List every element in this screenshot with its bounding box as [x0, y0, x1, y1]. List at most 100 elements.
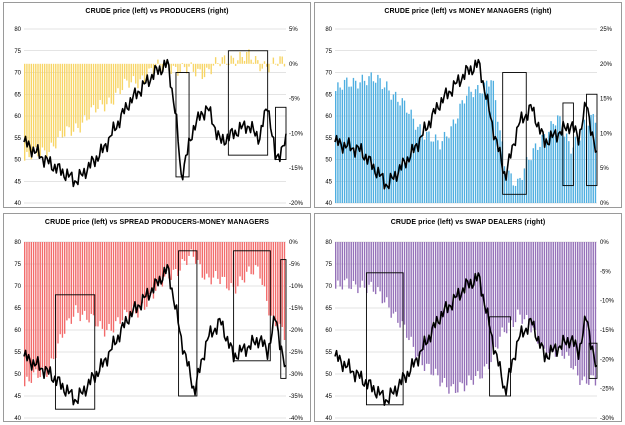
bar [88, 242, 90, 323]
bar [541, 134, 543, 203]
bar [50, 63, 53, 143]
bar [243, 60, 246, 64]
bar [146, 242, 148, 307]
bar [239, 51, 241, 64]
bar [143, 63, 146, 83]
bar [590, 242, 592, 376]
bar [61, 63, 64, 138]
bar [259, 242, 261, 279]
bar [81, 63, 84, 123]
right-tick-label: 0% [600, 201, 609, 207]
bar [221, 242, 223, 277]
bar [117, 242, 119, 318]
bar [468, 86, 470, 203]
panel-money-managers: CRUDE price (left) vs MONEY MANAGERS (ri… [314, 2, 622, 208]
bar [270, 242, 272, 316]
bar [106, 63, 108, 105]
bar [392, 94, 395, 203]
right-tick-label: -5% [600, 269, 611, 275]
bar [592, 113, 594, 203]
bar [183, 63, 186, 68]
bar [210, 63, 212, 75]
bar [501, 242, 503, 328]
bar [166, 242, 168, 271]
bar [574, 136, 577, 203]
bar [335, 242, 337, 289]
crude-price-line [23, 263, 287, 406]
bar [188, 242, 190, 256]
bar [561, 242, 563, 356]
bar [463, 242, 466, 392]
bar [457, 118, 459, 203]
bar [152, 242, 155, 299]
bar [66, 63, 68, 127]
highlight-box [280, 259, 287, 379]
bar [28, 242, 30, 382]
bar [217, 63, 219, 64]
bar [28, 63, 30, 158]
bar [530, 160, 532, 203]
bar [157, 59, 159, 64]
bar [372, 81, 375, 203]
bar [446, 242, 448, 388]
bar [250, 59, 252, 64]
bar [86, 242, 88, 320]
bar [594, 122, 597, 203]
bar [52, 63, 55, 147]
bar [554, 125, 557, 203]
left-tick-label: 40 [325, 201, 332, 207]
bar [219, 63, 221, 67]
bar [483, 82, 486, 203]
highlight-box [489, 316, 511, 397]
bar [128, 63, 130, 88]
bar [394, 91, 397, 203]
bar [39, 63, 41, 157]
bar [492, 80, 495, 203]
right-tick-label: -25% [289, 350, 304, 356]
bar [368, 242, 370, 285]
bar [430, 242, 432, 375]
highlight-box [175, 72, 190, 178]
bar [68, 242, 70, 319]
bar [112, 242, 115, 333]
bar [24, 63, 26, 161]
bar [66, 242, 68, 321]
bar [552, 242, 554, 352]
bar [197, 63, 199, 69]
bar [392, 242, 395, 314]
bar [521, 242, 523, 324]
bar [499, 130, 501, 203]
left-tick-label: 45 [325, 394, 332, 400]
right-tick-label: -5% [289, 262, 300, 268]
bar [70, 63, 73, 136]
bar [519, 177, 521, 203]
bar [454, 242, 457, 393]
right-tick-label: -30% [289, 372, 304, 378]
left-tick-label: 75 [325, 49, 332, 55]
bar [485, 80, 488, 203]
bar [339, 87, 341, 203]
bar [541, 242, 543, 343]
bar [479, 242, 481, 379]
chart-title: CRUDE price (left) vs SWAP DEALERS (righ… [390, 219, 546, 226]
bar [168, 242, 170, 279]
bar [190, 242, 192, 250]
right-tick-label: 10% [600, 131, 613, 137]
bar [414, 242, 417, 359]
bar [92, 242, 95, 316]
bar [537, 149, 539, 203]
bar [363, 242, 366, 288]
bar [179, 63, 181, 73]
bar [206, 63, 208, 68]
bar [103, 63, 106, 112]
bar [388, 242, 390, 308]
bar [339, 242, 341, 287]
left-tick-label: 75 [14, 49, 21, 55]
bar [377, 242, 379, 288]
bar [539, 242, 541, 348]
right-tick-label: 0% [289, 62, 298, 68]
bar [210, 242, 212, 285]
bar [188, 63, 190, 67]
bar [35, 242, 37, 370]
bar [24, 242, 26, 387]
